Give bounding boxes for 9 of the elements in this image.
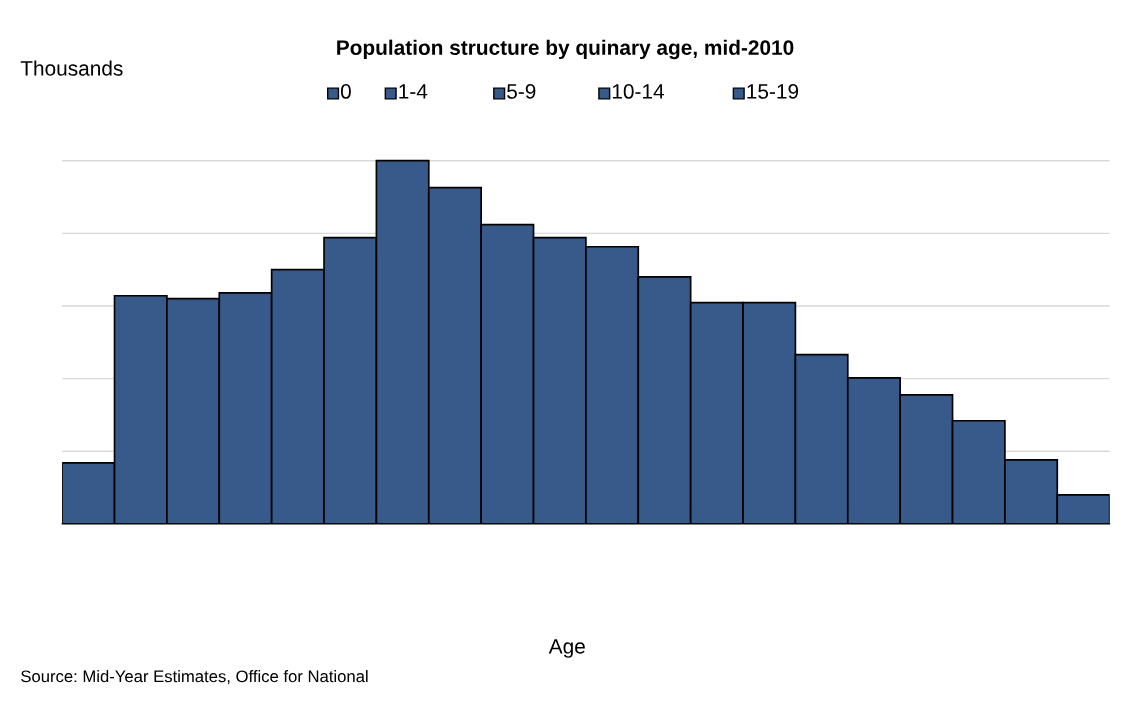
text: Age — [548, 639, 585, 658]
y-axis-title: Thousands — [20, 60, 123, 76]
text: 0 — [340, 84, 351, 99]
text: 1-4 — [399, 84, 428, 99]
text: 15-19 — [747, 84, 799, 99]
text: 10-14 — [612, 84, 664, 99]
source-note: Source: Mid-Year Estimates, Office for National — [21, 669, 368, 685]
text: 5-9 — [507, 84, 536, 99]
chart-title: Population structure by quinary age, mid-2010 — [337, 39, 794, 60]
